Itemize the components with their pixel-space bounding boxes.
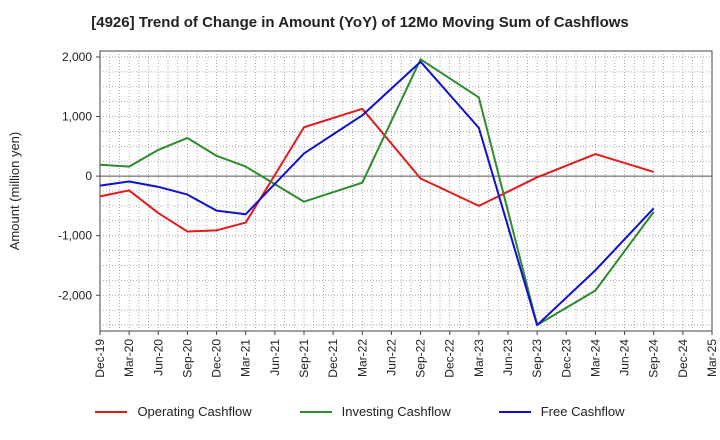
legend-swatch [299,410,332,413]
x-tick-label: Sep-22 [414,339,428,378]
legend-swatch [95,410,128,413]
legend-label: Operating Cashflow [137,404,252,419]
x-tick-label: Dec-19 [93,339,107,378]
x-tick-label: Jun-23 [501,339,515,376]
chart-legend: Operating Cashflow Investing Cashflow Free… [0,404,720,419]
legend-swatch [498,410,531,413]
series-line-free-cashflow [99,60,655,327]
y-tick-label: 1,000 [62,110,92,124]
legend-label: Investing Cashflow [341,404,451,419]
x-tick-label: Jun-24 [618,339,632,376]
y-tick-label: -2,000 [58,288,92,302]
legend-item: Operating Cashflow [95,404,252,419]
x-tick-label: Mar-22 [355,339,369,377]
x-tick-label: Sep-21 [297,339,311,378]
x-tick-label: Sep-24 [647,339,661,378]
y-tick-label: -1,000 [58,229,92,243]
x-tick-label: Mar-25 [705,339,719,377]
x-tick-label: Mar-23 [472,339,486,377]
x-tick-label: Mar-24 [588,339,602,377]
x-tick-label: Jun-21 [268,339,282,376]
y-tick-label: 2,000 [62,50,92,64]
chart-title: [4926] Trend of Change in Amount (YoY) o… [91,14,629,31]
x-tick-label: Dec-22 [443,339,457,378]
x-tick-label: Dec-20 [210,339,224,378]
x-tick-label: Mar-20 [122,339,136,377]
x-tick-label: Sep-20 [180,339,194,378]
legend-item: Investing Cashflow [299,404,451,419]
x-tick-label: Dec-21 [326,339,340,378]
series-line-investing-cashflow [99,58,655,327]
x-tick-label: Dec-23 [559,339,573,378]
legend-item: Free Cashflow [498,404,625,419]
legend-label: Free Cashflow [540,404,625,419]
x-tick-label: Sep-23 [530,339,544,378]
x-tick-label: Jun-22 [384,339,398,376]
series-line-operating-cashflow [99,107,655,233]
x-tick-label: Jun-20 [151,339,165,376]
y-tick-label: 0 [85,169,92,183]
y-axis-title: Amount (million yen) [7,132,22,251]
x-tick-label: Mar-21 [239,339,253,377]
x-tick-label: Dec-24 [676,339,690,378]
